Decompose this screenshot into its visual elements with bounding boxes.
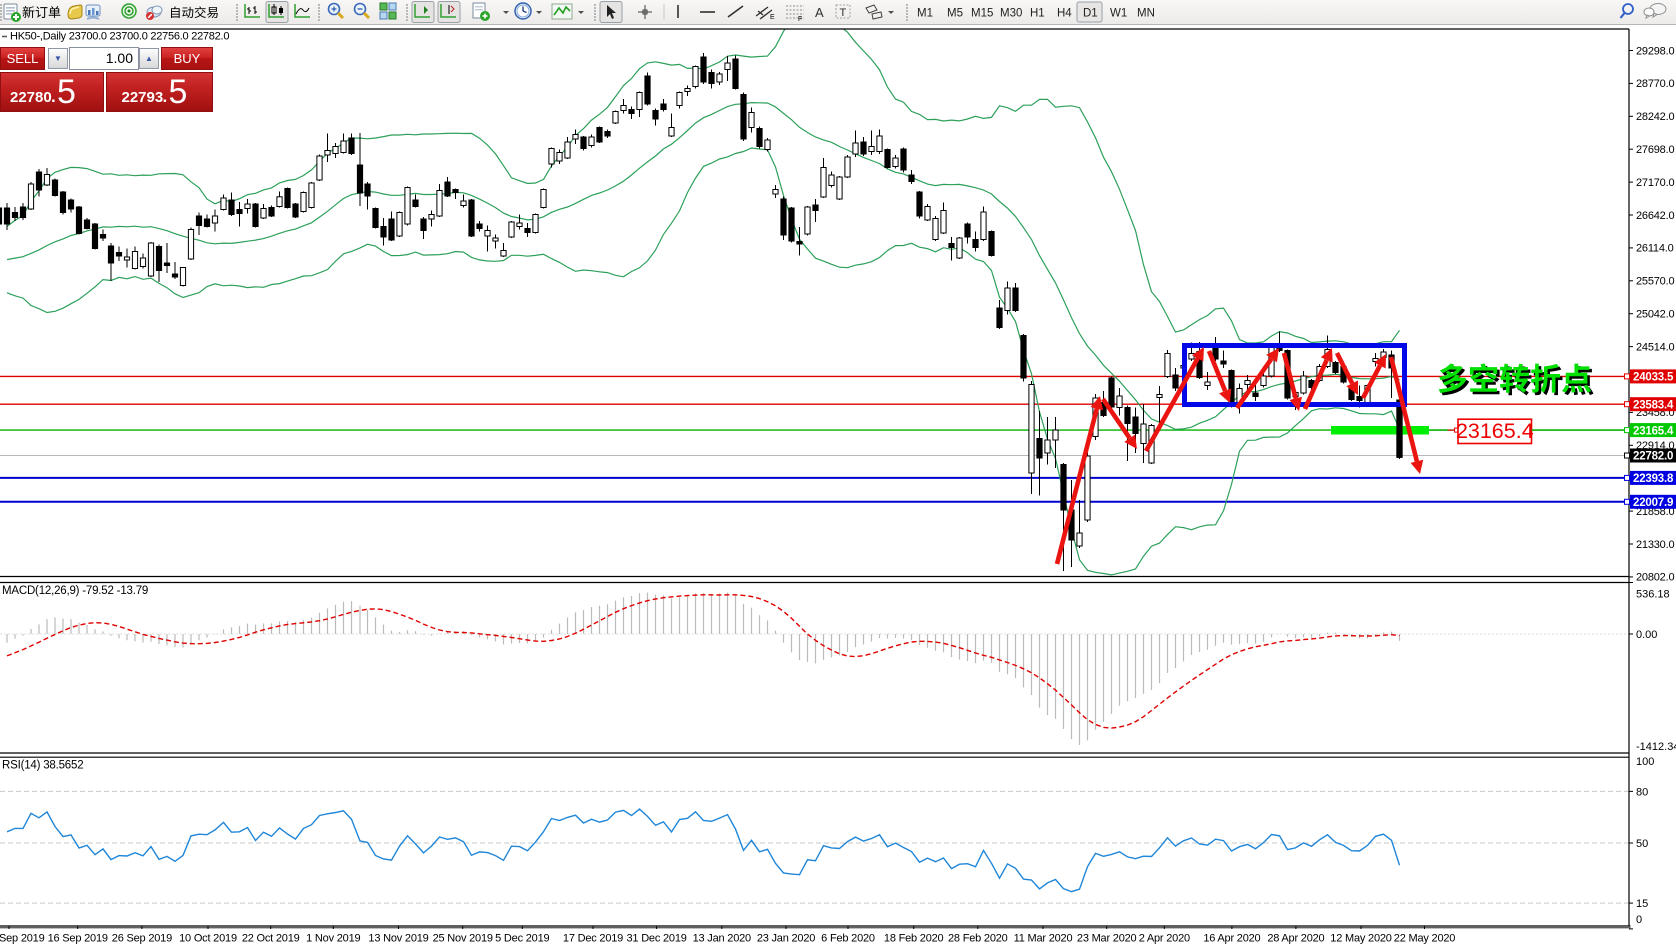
svg-text:T: T [840, 7, 847, 19]
svg-text:25042.0: 25042.0 [1636, 309, 1674, 321]
svg-text:F: F [798, 16, 802, 23]
svg-text:13 Nov 2019: 13 Nov 2019 [368, 933, 428, 945]
svg-text:12 May 2020: 12 May 2020 [1330, 933, 1391, 945]
svg-text:25570.0: 25570.0 [1636, 276, 1674, 288]
svg-text:Sep 2019: Sep 2019 [0, 933, 45, 945]
svg-text:18 Feb 2020: 18 Feb 2020 [884, 933, 944, 945]
svg-text:23 Mar 2020: 23 Mar 2020 [1077, 933, 1137, 945]
svg-text:50: 50 [1636, 838, 1648, 850]
svg-text:H1: H1 [1030, 8, 1045, 20]
svg-text:0: 0 [1636, 914, 1642, 926]
svg-text:23583.4: 23583.4 [1633, 399, 1674, 411]
svg-text:M1: M1 [917, 8, 933, 20]
svg-text:MACD(12,26,9) -79.52 -13.79: MACD(12,26,9) -79.52 -13.79 [2, 585, 148, 597]
svg-text:16 Sep 2019: 16 Sep 2019 [48, 933, 108, 945]
svg-text:15: 15 [1636, 898, 1648, 910]
svg-text:23 Jan 2020: 23 Jan 2020 [757, 933, 815, 945]
svg-text:26642.0: 26642.0 [1636, 210, 1674, 222]
svg-text:22 Oct 2019: 22 Oct 2019 [242, 933, 300, 945]
svg-text:28 Apr 2020: 28 Apr 2020 [1267, 933, 1324, 945]
svg-text:H4: H4 [1057, 8, 1072, 20]
svg-text:28770.0: 28770.0 [1636, 78, 1674, 90]
svg-text:D1: D1 [1083, 8, 1098, 20]
svg-text:23165.4: 23165.4 [1456, 419, 1534, 443]
svg-text:80: 80 [1636, 786, 1648, 798]
svg-text:22782.0: 22782.0 [1633, 451, 1673, 463]
svg-text:E: E [770, 14, 775, 21]
svg-text:MN: MN [1137, 8, 1155, 20]
svg-text:6 Feb 2020: 6 Feb 2020 [821, 933, 875, 945]
svg-text:1 Nov 2019: 1 Nov 2019 [306, 933, 360, 945]
svg-text:25 Nov 2019: 25 Nov 2019 [433, 933, 493, 945]
svg-text:11 Mar 2020: 11 Mar 2020 [1014, 933, 1073, 945]
svg-text:22 May 2020: 22 May 2020 [1394, 933, 1455, 945]
svg-text:26114.0: 26114.0 [1636, 243, 1674, 255]
svg-text:100: 100 [1636, 756, 1654, 768]
svg-text:21858.0: 21858.0 [1636, 506, 1674, 518]
svg-text:M5: M5 [947, 8, 963, 20]
svg-text:RSI(14) 38.5652: RSI(14) 38.5652 [2, 760, 83, 772]
svg-text:26 Sep 2019: 26 Sep 2019 [112, 933, 172, 945]
svg-text:M30: M30 [1000, 8, 1022, 20]
svg-text:5 Dec 2019: 5 Dec 2019 [495, 933, 549, 945]
svg-text:28 Feb 2020: 28 Feb 2020 [948, 933, 1008, 945]
svg-text:23165.4: 23165.4 [1633, 425, 1674, 437]
svg-text:16 Apr 2020: 16 Apr 2020 [1203, 933, 1260, 945]
svg-text:10 Oct 2019: 10 Oct 2019 [179, 933, 237, 945]
svg-text:M15: M15 [971, 8, 993, 20]
svg-text:W1: W1 [1110, 8, 1127, 20]
svg-text:24514.0: 24514.0 [1636, 341, 1674, 353]
svg-text:21330.0: 21330.0 [1636, 539, 1674, 551]
svg-text:HK50-,Daily 23700.0 23700.0 2: HK50-,Daily 23700.0 23700.0 22756.0 2278… [10, 31, 229, 43]
svg-text:27170.0: 27170.0 [1636, 177, 1674, 189]
svg-text:22393.8: 22393.8 [1633, 473, 1674, 485]
svg-text:-1412.34: -1412.34 [1636, 741, 1676, 753]
svg-text:0.00: 0.00 [1636, 629, 1657, 641]
svg-text:27698.0: 27698.0 [1636, 144, 1674, 156]
svg-text:28242.0: 28242.0 [1636, 111, 1674, 123]
svg-text:22007.9: 22007.9 [1633, 497, 1673, 509]
svg-text:20802.0: 20802.0 [1636, 572, 1674, 584]
svg-text:13 Jan 2020: 13 Jan 2020 [693, 933, 751, 945]
svg-text:536.18: 536.18 [1636, 589, 1670, 601]
svg-text:29298.0: 29298.0 [1636, 45, 1674, 57]
svg-text:24033.5: 24033.5 [1633, 372, 1674, 384]
svg-text:2 Apr 2020: 2 Apr 2020 [1139, 933, 1190, 945]
svg-text:A: A [815, 5, 824, 20]
svg-text:17 Dec 2019: 17 Dec 2019 [563, 933, 623, 945]
svg-text:31 Dec 2019: 31 Dec 2019 [627, 933, 687, 945]
